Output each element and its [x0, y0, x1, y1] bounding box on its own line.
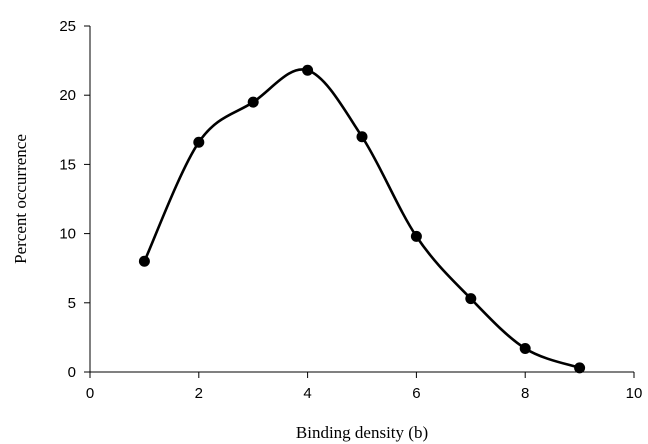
x-tick-label: 4 — [303, 385, 311, 402]
x-axis-title: Binding density (b) — [296, 423, 428, 442]
x-tick-label: 0 — [86, 385, 94, 402]
data-point — [138, 255, 150, 267]
y-tick-label: 5 — [68, 295, 76, 312]
y-tick-label: 15 — [59, 156, 76, 173]
data-point — [302, 64, 314, 76]
data-point — [193, 136, 205, 148]
y-tick-label: 20 — [59, 87, 76, 104]
series-line — [143, 68, 581, 370]
data-point — [465, 293, 477, 305]
y-tick-label: 10 — [59, 226, 76, 243]
data-point — [247, 96, 259, 108]
data-point — [356, 131, 368, 143]
x-tick-label: 2 — [195, 385, 203, 402]
axes — [89, 26, 634, 373]
ticks — [84, 25, 635, 378]
x-tick-label: 10 — [626, 385, 643, 402]
y-tick-label: 0 — [68, 364, 76, 381]
data-point — [574, 362, 586, 374]
data-point — [410, 230, 422, 242]
tick-labels: 0 5 10 15 20 25 0 2 4 6 8 10 — [59, 18, 642, 402]
data-points — [138, 64, 586, 374]
x-tick-label: 6 — [412, 385, 420, 402]
y-tick-label: 25 — [59, 18, 76, 35]
y-axis-title: Percent occurrence — [11, 134, 30, 264]
x-tick-label: 8 — [521, 385, 529, 402]
data-point — [519, 342, 531, 354]
